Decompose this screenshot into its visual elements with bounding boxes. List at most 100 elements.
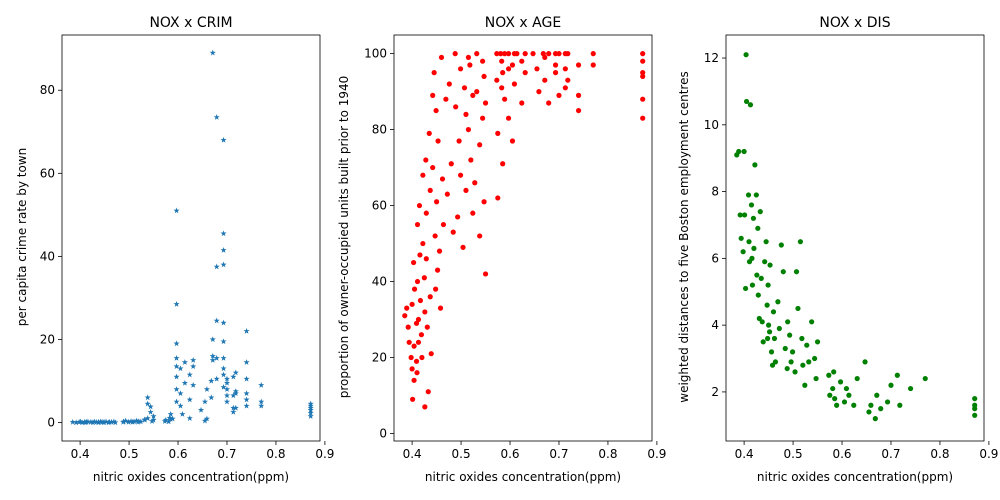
- data-point: [141, 416, 148, 423]
- data-point: [173, 300, 180, 307]
- data-point: [197, 406, 205, 413]
- data-point: [499, 58, 505, 64]
- data-point: [866, 409, 872, 415]
- data-point: [177, 390, 184, 397]
- data-point: [795, 305, 801, 312]
- data-point: [144, 394, 151, 401]
- data-point: [208, 394, 215, 401]
- data-point: [799, 335, 805, 342]
- data-point: [760, 339, 766, 345]
- data-point: [433, 107, 439, 114]
- y-tick-label: 40: [40, 249, 55, 263]
- data-point: [147, 408, 154, 415]
- data-point: [837, 379, 844, 385]
- x-axis-label: nitric oxides concentration(ppm): [93, 470, 289, 484]
- data-point: [780, 269, 786, 275]
- subplot-nox-dis: NOX x DIS nitric oxides concentration(pp…: [677, 15, 998, 484]
- x-axis-label: nitric oxides concentration(ppm): [757, 470, 953, 484]
- y-axis-label: per capita crime rate by town: [15, 148, 29, 326]
- data-point: [230, 404, 237, 411]
- data-point: [498, 51, 504, 57]
- x-tick-label: 0.6: [168, 447, 187, 461]
- data-point: [243, 327, 250, 334]
- data-point: [536, 89, 542, 95]
- data-point: [474, 51, 480, 57]
- data-point: [757, 209, 763, 215]
- data-point: [173, 207, 180, 214]
- data-point: [89, 419, 96, 426]
- x-tick-label: 0.9: [315, 447, 334, 461]
- data-point: [640, 58, 646, 64]
- data-point: [450, 229, 456, 235]
- data-point: [415, 316, 422, 323]
- data-point: [841, 399, 848, 405]
- data-point: [590, 62, 596, 68]
- data-point: [832, 396, 838, 402]
- data-point: [439, 176, 446, 182]
- data-point: [456, 138, 462, 144]
- data-point: [738, 235, 744, 241]
- data-point: [177, 402, 184, 409]
- data-point: [737, 212, 743, 218]
- data-point: [888, 382, 894, 388]
- data-point: [433, 199, 440, 205]
- data-point: [771, 335, 778, 342]
- data-point: [782, 345, 788, 352]
- data-point: [213, 354, 220, 361]
- data-point: [220, 246, 227, 253]
- data-point: [542, 77, 548, 83]
- data-point: [232, 388, 239, 394]
- y-tick-label: 20: [372, 351, 387, 365]
- data-point: [522, 51, 528, 57]
- x-tick-label: 0.5: [784, 447, 803, 461]
- data-point: [220, 338, 227, 345]
- data-point: [481, 73, 487, 80]
- data-point: [465, 126, 472, 133]
- data-point: [147, 403, 154, 410]
- data-point: [430, 164, 436, 171]
- data-point: [419, 354, 425, 361]
- x-tick-label: 0.7: [217, 447, 236, 461]
- data-point: [448, 161, 454, 167]
- data-point: [173, 354, 180, 361]
- data-point: [430, 92, 436, 98]
- y-tick-label: 4: [711, 318, 719, 332]
- plot-frame: [61, 34, 321, 442]
- data-point: [556, 92, 562, 98]
- y-tick-label: 0: [379, 426, 387, 440]
- data-point: [414, 278, 421, 285]
- data-point: [112, 419, 119, 426]
- data-point: [436, 248, 443, 254]
- data-point: [108, 418, 115, 425]
- data-point: [565, 51, 571, 57]
- data-point: [307, 402, 314, 409]
- subplot-title: NOX x CRIM: [149, 15, 232, 31]
- data-point: [209, 352, 216, 359]
- data-point: [203, 386, 210, 392]
- data-point: [495, 130, 501, 136]
- x-tick-label: 0.4: [735, 447, 754, 461]
- data-point: [435, 138, 441, 144]
- subplot-nox-age: NOX x AGE nitric oxides concentration(pp…: [337, 15, 666, 484]
- data-point: [420, 172, 426, 178]
- data-point: [467, 62, 473, 68]
- data-point: [743, 98, 750, 105]
- data-point: [972, 412, 978, 418]
- data-point: [425, 389, 431, 395]
- data-point: [740, 249, 746, 255]
- data-point: [741, 148, 747, 155]
- data-point: [514, 51, 520, 57]
- data-point: [792, 369, 798, 375]
- y-tick-label: 8: [711, 185, 719, 199]
- x-tick-label: 0.8: [598, 447, 617, 461]
- data-point: [165, 418, 172, 425]
- data-point: [787, 332, 793, 338]
- data-point: [181, 359, 188, 365]
- data-point: [426, 130, 432, 136]
- data-point: [209, 49, 216, 56]
- data-point: [453, 104, 459, 110]
- data-point: [411, 377, 417, 383]
- x-tick-label: 0.5: [120, 447, 139, 461]
- x-tick-label: 0.6: [832, 447, 851, 461]
- data-point: [415, 339, 422, 345]
